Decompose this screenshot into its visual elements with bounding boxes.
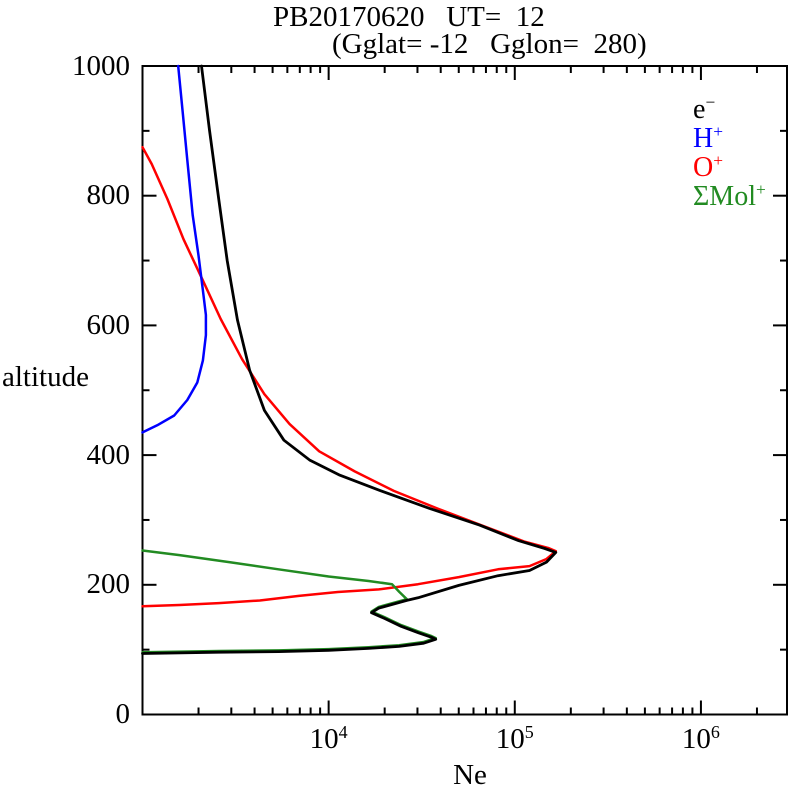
plot-title-line2: (Gglat= -12 Gglon= 280) — [332, 28, 647, 60]
curve-h-plus — [141, 64, 208, 434]
plot-title-line1: PB20170620 UT= 12 — [273, 1, 545, 33]
curve-electron — [141, 64, 558, 655]
legend-item-H: H+ — [693, 122, 724, 154]
y-tick-label-200: 200 — [86, 568, 131, 601]
legend-item-e: e− — [693, 93, 716, 125]
x-tick-label-10e4: 104 — [309, 722, 348, 755]
curve-mol-plus — [141, 549, 437, 654]
y-tick-label-400: 400 — [86, 438, 131, 471]
curve-o-plus — [141, 145, 558, 608]
y-tick-label-800: 800 — [86, 179, 131, 212]
y-tick-label-0: 0 — [115, 698, 131, 730]
legend-item-O: O+ — [693, 151, 724, 183]
legend-item-sigma-Mol: ΣMol+ — [693, 180, 766, 212]
y-tick-label-600: 600 — [86, 308, 131, 341]
plot-frame — [141, 65, 788, 716]
x-tick-label-10e5: 105 — [495, 722, 534, 755]
x-tick-label-10e6: 106 — [681, 722, 720, 755]
legend: e− H+ O+ ΣMol+ — [693, 93, 766, 212]
y-axis-label: altitude — [2, 361, 89, 393]
x-axis-label: Ne — [453, 759, 487, 791]
y-tick-label-1000: 1000 — [72, 49, 130, 82]
